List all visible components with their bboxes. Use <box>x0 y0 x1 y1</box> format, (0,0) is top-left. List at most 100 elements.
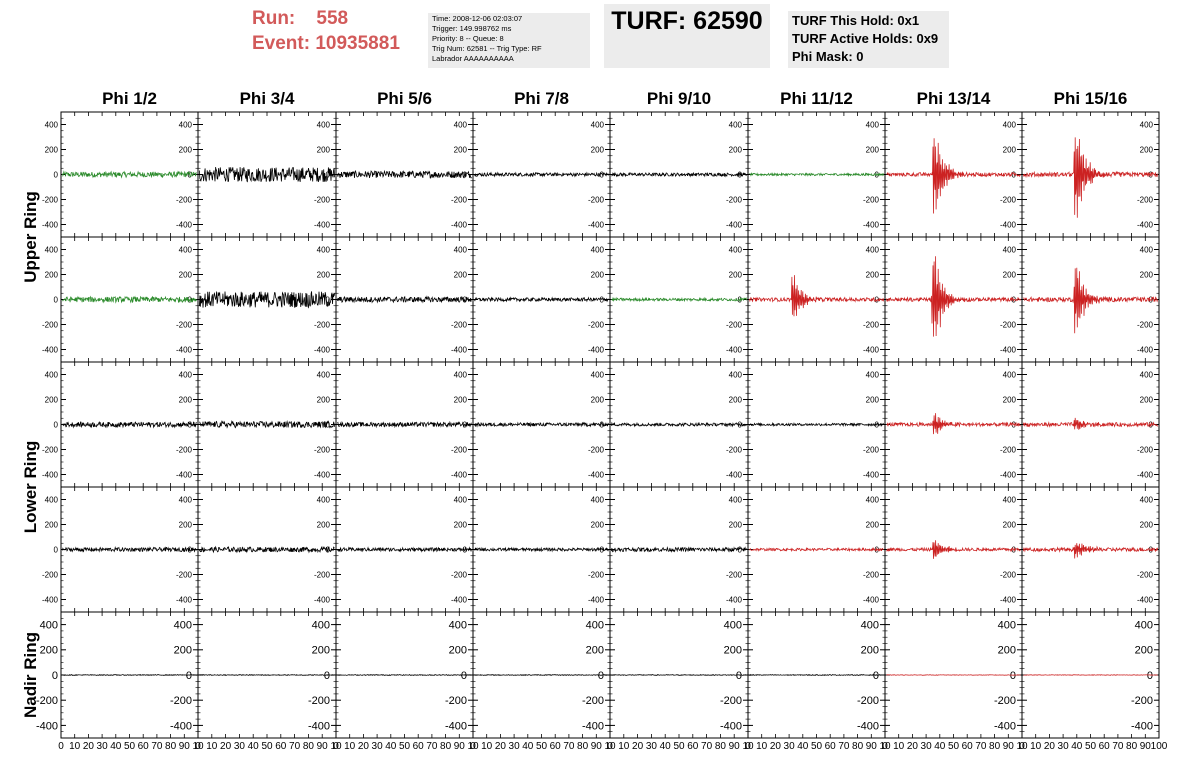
x-tick-label: 0 <box>1019 741 1025 752</box>
x-tick-label: 50 <box>536 741 548 752</box>
y-tick-label: 200 <box>1003 520 1017 529</box>
y-tick-label: 0 <box>463 295 468 304</box>
waveform-trace <box>886 540 1021 559</box>
y-tick-label: -200 <box>1137 570 1154 579</box>
column-header: Phi 9/10 <box>647 89 711 108</box>
y-tick-label: -200 <box>994 695 1016 707</box>
y-tick-label: 400 <box>1140 245 1154 254</box>
y-tick-label: -400 <box>314 220 331 229</box>
y-tick-label: -200 <box>863 320 880 329</box>
y-tick-label: -400 <box>1137 345 1154 354</box>
x-tick-label: 60 <box>825 741 837 752</box>
x-tick-label: 50 <box>811 741 823 752</box>
x-tick-label: 10 <box>604 741 616 752</box>
y-tick-label: -200 <box>314 195 331 204</box>
y-tick-label: 200 <box>317 145 331 154</box>
x-tick-label: 90 <box>729 741 741 752</box>
y-tick-label: -400 <box>1137 470 1154 479</box>
y-tick-label: 200 <box>317 395 331 404</box>
x-tick-label: 90 <box>1003 741 1015 752</box>
y-tick-label: 200 <box>866 395 880 404</box>
x-tick-label: 60 <box>413 741 425 752</box>
y-tick-label: 200 <box>729 520 743 529</box>
y-tick-label: 200 <box>312 645 330 657</box>
waveform-trace <box>62 545 197 553</box>
y-tick-label: 400 <box>866 120 880 129</box>
x-tick-label: 70 <box>975 741 987 752</box>
y-tick-label: 0 <box>54 170 59 179</box>
y-tick-label: 0 <box>188 420 193 429</box>
waveform-trace <box>62 421 197 429</box>
y-tick-label: 400 <box>586 619 604 631</box>
y-tick-label: -400 <box>42 470 59 479</box>
waveform-trace <box>611 546 747 553</box>
y-tick-label: -200 <box>726 195 743 204</box>
x-tick-label: 20 <box>907 741 919 752</box>
y-tick-label: 400 <box>1135 619 1153 631</box>
y-tick-label: 200 <box>866 145 880 154</box>
row-label: Lower Ring <box>21 441 40 534</box>
waveform-trace <box>62 673 197 677</box>
y-tick-label: -400 <box>726 470 743 479</box>
x-tick-label: 20 <box>770 741 782 752</box>
y-tick-label: 200 <box>591 270 605 279</box>
trigger-info-box: Time: 2008-12-06 02:03:07 Trigger: 149.9… <box>428 13 590 68</box>
y-tick-label: 400 <box>866 370 880 379</box>
y-tick-label: 400 <box>174 619 192 631</box>
waveform-trace <box>474 171 609 178</box>
y-tick-label: 0 <box>1149 170 1154 179</box>
x-tick-label: 10 <box>893 741 905 752</box>
waveform-trace <box>749 275 884 317</box>
y-tick-label: 200 <box>1140 270 1154 279</box>
y-tick-label: -400 <box>726 220 743 229</box>
column-header: Phi 13/14 <box>917 89 991 108</box>
y-tick-label: -400 <box>176 220 193 229</box>
y-tick-label: -200 <box>445 695 467 707</box>
y-tick-label: -200 <box>451 570 468 579</box>
x-tick-label: 70 <box>1112 741 1124 752</box>
y-tick-label: 400 <box>45 245 59 254</box>
y-tick-label: 200 <box>449 645 467 657</box>
y-tick-label: 200 <box>1140 395 1154 404</box>
y-tick-label: -400 <box>42 220 59 229</box>
y-tick-label: -400 <box>863 220 880 229</box>
y-tick-label: 200 <box>1003 145 1017 154</box>
x-tick-label: 40 <box>797 741 809 752</box>
run-event-box: Run: 558 Event: 10935881 <box>252 6 422 56</box>
y-tick-label: 200 <box>317 270 331 279</box>
y-tick-label: 400 <box>591 120 605 129</box>
y-tick-label: -200 <box>176 445 193 454</box>
y-tick-label: -400 <box>42 595 59 604</box>
y-tick-label: -200 <box>1137 320 1154 329</box>
y-tick-label: 400 <box>317 370 331 379</box>
y-tick-label: -200 <box>863 195 880 204</box>
y-tick-label: -400 <box>1000 470 1017 479</box>
y-tick-label: 200 <box>1003 270 1017 279</box>
waveform-trace <box>337 673 472 677</box>
x-tick-label: 10 <box>481 741 493 752</box>
x-tick-label: 0 <box>470 741 476 752</box>
x-tick-label: 50 <box>673 741 685 752</box>
x-tick-label: 20 <box>495 741 507 752</box>
y-tick-label: 400 <box>454 495 468 504</box>
x-tick-label: 90 <box>454 741 466 752</box>
y-tick-label: -200 <box>1000 320 1017 329</box>
y-tick-label: 0 <box>736 670 742 682</box>
x-tick-label: 60 <box>550 741 562 752</box>
y-tick-label: -200 <box>726 570 743 579</box>
y-tick-label: -200 <box>176 570 193 579</box>
y-tick-label: 200 <box>45 395 59 404</box>
y-tick-label: 0 <box>461 670 467 682</box>
x-tick-label: 0 <box>882 741 888 752</box>
holds-line: TURF Active Holds: 0x9 <box>792 31 939 46</box>
y-tick-label: -400 <box>314 595 331 604</box>
y-tick-label: -400 <box>445 720 467 732</box>
waveform-trace <box>611 171 747 178</box>
y-tick-label: -400 <box>857 720 879 732</box>
y-tick-label: 200 <box>179 270 193 279</box>
y-tick-label: -400 <box>863 470 880 479</box>
y-tick-label: -200 <box>314 445 331 454</box>
y-tick-label: 0 <box>875 420 880 429</box>
x-tick-label: 70 <box>426 741 438 752</box>
